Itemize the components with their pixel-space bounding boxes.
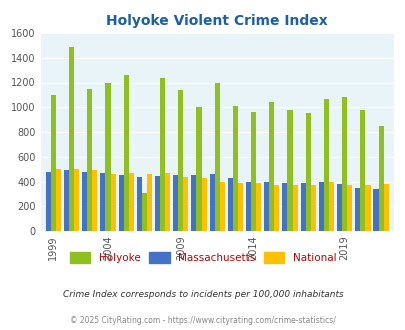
Bar — [245, 182, 250, 231]
Bar — [173, 175, 178, 231]
Legend: Holyoke, Massachusetts, National: Holyoke, Massachusetts, National — [65, 248, 340, 267]
Bar — [178, 90, 183, 231]
Bar — [232, 106, 237, 231]
Bar — [165, 173, 170, 231]
Bar — [92, 170, 97, 231]
Bar — [51, 95, 56, 231]
Bar — [310, 184, 315, 231]
Bar — [287, 110, 292, 231]
Bar — [100, 174, 105, 231]
Bar — [56, 169, 61, 231]
Title: Holyoke Violent Crime Index: Holyoke Violent Crime Index — [106, 14, 327, 28]
Bar — [323, 99, 328, 231]
Bar — [69, 47, 74, 231]
Bar — [346, 184, 352, 231]
Bar — [118, 175, 123, 231]
Bar — [110, 174, 115, 231]
Bar — [191, 175, 196, 231]
Bar — [214, 82, 219, 231]
Bar — [354, 188, 359, 231]
Bar — [209, 174, 214, 231]
Bar — [264, 182, 269, 231]
Bar — [300, 183, 305, 231]
Bar — [128, 174, 134, 231]
Bar — [364, 184, 370, 231]
Bar — [282, 183, 287, 231]
Bar — [227, 178, 232, 231]
Bar — [292, 185, 297, 231]
Bar — [155, 176, 160, 231]
Bar — [201, 178, 206, 231]
Bar — [82, 172, 87, 231]
Bar — [183, 177, 188, 231]
Bar — [196, 107, 201, 231]
Bar — [219, 182, 224, 231]
Bar — [318, 182, 323, 231]
Bar — [237, 183, 243, 231]
Bar — [336, 184, 341, 231]
Bar — [123, 75, 128, 231]
Bar — [160, 78, 165, 231]
Bar — [105, 82, 110, 231]
Bar — [383, 184, 388, 231]
Bar — [377, 126, 383, 231]
Bar — [74, 169, 79, 231]
Bar — [328, 182, 333, 231]
Bar — [305, 113, 310, 231]
Bar — [250, 112, 256, 231]
Bar — [269, 102, 274, 231]
Bar — [141, 193, 147, 231]
Bar — [64, 170, 69, 231]
Bar — [147, 174, 151, 231]
Bar — [46, 172, 51, 231]
Bar — [341, 97, 346, 231]
Bar — [256, 183, 261, 231]
Bar — [373, 189, 377, 231]
Text: © 2025 CityRating.com - https://www.cityrating.com/crime-statistics/: © 2025 CityRating.com - https://www.city… — [70, 316, 335, 325]
Bar — [359, 110, 364, 231]
Bar — [87, 89, 92, 231]
Text: Crime Index corresponds to incidents per 100,000 inhabitants: Crime Index corresponds to incidents per… — [62, 290, 343, 299]
Bar — [274, 184, 279, 231]
Bar — [136, 177, 141, 231]
